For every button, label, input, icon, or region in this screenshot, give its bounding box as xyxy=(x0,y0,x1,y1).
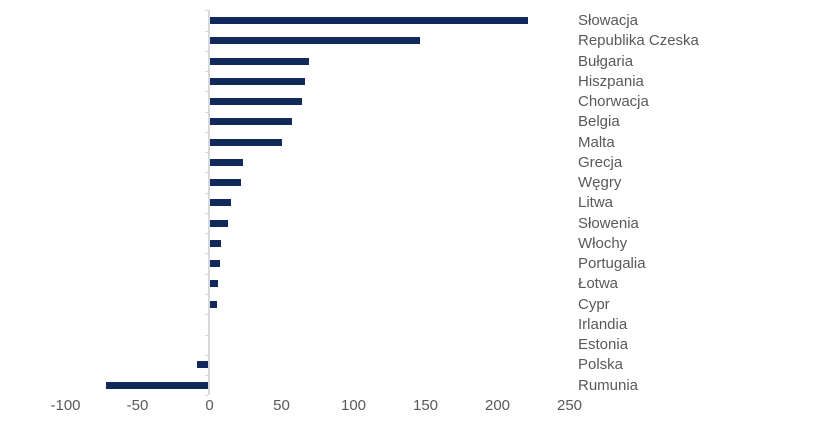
category-axis-tick xyxy=(205,91,208,93)
category-axis-tick xyxy=(205,131,208,133)
category-axis-tick xyxy=(205,212,208,214)
category-label: Republika Czeska xyxy=(578,32,699,50)
category-label: Chorwacja xyxy=(578,93,649,111)
category-axis-tick xyxy=(205,71,208,73)
category-axis-line xyxy=(208,10,210,396)
category-axis-tick xyxy=(205,395,208,397)
bar xyxy=(209,118,292,126)
bar xyxy=(209,17,528,24)
category-label: Węgry xyxy=(578,174,622,192)
category-label: Łotwa xyxy=(578,275,619,293)
bar xyxy=(209,138,282,146)
category-axis-tick xyxy=(205,111,208,113)
category-axis-tick xyxy=(205,294,208,295)
category-axis-tick xyxy=(205,334,208,336)
x-tick-label: 150 xyxy=(412,397,439,414)
category-axis-tick xyxy=(205,50,208,52)
bar xyxy=(209,199,232,207)
category-axis-tick xyxy=(205,273,208,275)
category-axis-tick xyxy=(205,30,208,32)
bar xyxy=(209,239,222,247)
x-tick-label: 250 xyxy=(556,397,583,414)
category-label: Irlandia xyxy=(578,315,628,333)
x-tick-label: 50 xyxy=(273,397,290,414)
bar xyxy=(209,57,309,65)
category-label: Malta xyxy=(578,133,615,151)
category-axis-tick xyxy=(205,172,208,174)
category-label: Litwa xyxy=(578,194,614,212)
category-label: Cypr xyxy=(578,295,610,313)
category-axis-tick xyxy=(205,152,208,154)
category-label: Włochy xyxy=(578,234,628,252)
category-axis-tick xyxy=(205,192,208,194)
x-tick-label: 200 xyxy=(484,397,511,414)
bar xyxy=(209,77,305,85)
bar xyxy=(105,381,210,389)
bar xyxy=(209,219,229,227)
x-tick-label: -50 xyxy=(126,397,149,414)
category-axis-tick xyxy=(205,375,208,377)
category-axis-tick xyxy=(205,354,208,356)
category-label: Słowenia xyxy=(578,214,639,232)
category-label: Portugalia xyxy=(578,255,646,273)
bar xyxy=(209,260,220,268)
bar xyxy=(196,361,210,369)
x-tick-label: 100 xyxy=(340,397,367,414)
category-label: Belgia xyxy=(578,113,620,131)
category-label: Rumunia xyxy=(578,376,639,394)
category-axis-tick xyxy=(205,10,208,12)
bar xyxy=(209,179,242,187)
bar xyxy=(209,37,420,45)
category-label: Polska xyxy=(578,356,624,374)
category-axis-tick xyxy=(205,253,208,255)
category-label: Bułgaria xyxy=(578,52,634,70)
category-axis-tick xyxy=(205,314,208,316)
category-axis-tick xyxy=(205,233,208,235)
category-label: Słowacja xyxy=(578,12,639,29)
bar xyxy=(209,158,243,166)
category-label: Estonia xyxy=(578,336,629,354)
x-tick-label: -100 xyxy=(50,397,81,414)
category-label: Grecja xyxy=(578,153,623,171)
bar xyxy=(209,98,302,106)
bar xyxy=(209,280,219,288)
category-label: Hiszpania xyxy=(578,72,644,90)
bar xyxy=(209,300,217,308)
x-tick-label: 0 xyxy=(205,397,214,414)
